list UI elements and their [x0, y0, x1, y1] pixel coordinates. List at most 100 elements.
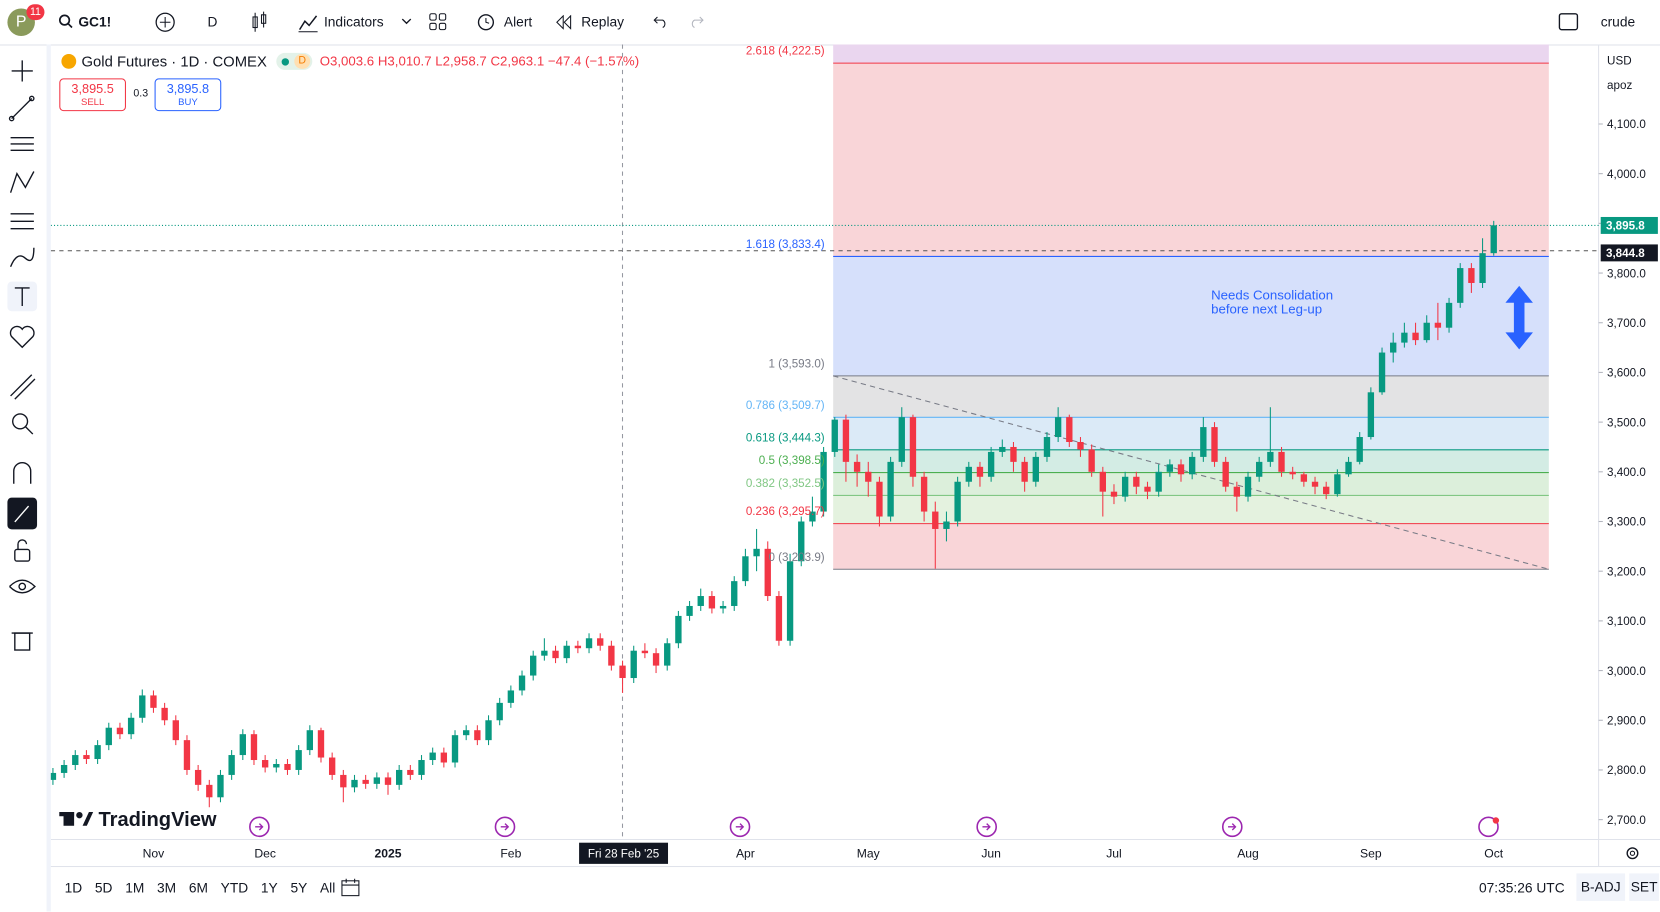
candle-body — [865, 471, 872, 482]
range-button[interactable]: 6M — [188, 879, 208, 896]
last-price-label-bg — [1600, 216, 1658, 234]
x-tick-label: Aug — [1237, 847, 1259, 861]
indicators-button[interactable]: Indicators — [323, 13, 384, 30]
candle-body — [719, 605, 727, 609]
replay-button[interactable]: Replay — [581, 13, 625, 30]
goto-date-button[interactable] — [340, 877, 361, 898]
event-marker — [976, 816, 998, 838]
candle-body — [1032, 456, 1039, 482]
adjustment-button[interactable]: B-ADJ — [1576, 873, 1626, 901]
candle-body — [1457, 268, 1464, 303]
y-tick-label: 2,900.0 — [1607, 715, 1646, 728]
y-tick-label: 3,200.0 — [1607, 565, 1646, 578]
range-button[interactable]: 5D — [94, 879, 113, 896]
currency-selector[interactable]: USD — [1607, 55, 1632, 68]
replay-icon — [556, 14, 572, 30]
redo-button[interactable] — [689, 14, 706, 29]
candle-body — [295, 750, 302, 770]
candle-body — [72, 755, 79, 765]
range-button[interactable]: All — [319, 879, 336, 896]
candle-body — [351, 779, 358, 788]
session-button[interactable]: SET — [1629, 873, 1659, 901]
range-button[interactable]: 1M — [125, 879, 145, 896]
candle-body — [418, 760, 425, 775]
candle-body — [161, 707, 168, 721]
open-value: O3,003.6 — [319, 53, 375, 69]
sell-button[interactable]: 3,895.5 SELL — [59, 78, 126, 112]
candle-body — [1155, 471, 1162, 492]
buy-label: BUY — [178, 96, 198, 107]
candle-body — [83, 755, 90, 760]
event-marker-arrow — [255, 823, 264, 831]
crosshair-price-label: 3,844.8 — [1606, 247, 1645, 260]
logo-text: TradingView — [98, 809, 216, 831]
candle-body — [306, 730, 313, 751]
range-button[interactable]: 1D — [64, 879, 83, 896]
symbol-search[interactable]: GC1! — [78, 13, 112, 30]
candle-body — [1334, 474, 1341, 495]
event-marker — [494, 816, 516, 838]
candle-body — [1323, 486, 1330, 495]
candle-body — [541, 650, 548, 656]
candle-body — [1412, 332, 1419, 341]
buy-price: 3,895.8 — [166, 81, 210, 97]
candle-body — [1211, 427, 1218, 462]
fib-level-label: 2.618 (4,222.5) — [746, 45, 825, 58]
interval-button[interactable]: D — [207, 13, 218, 30]
event-marker-circle — [729, 816, 751, 838]
x-tick-label: Sep — [1360, 847, 1382, 861]
drawing-tools[interactable] — [6, 55, 38, 658]
candle-body — [250, 734, 258, 761]
range-button[interactable]: 3M — [157, 879, 177, 896]
crosshair-price-label-bg — [1600, 244, 1658, 262]
layouts-button[interactable] — [429, 13, 448, 32]
dropdown-caret[interactable] — [401, 17, 412, 25]
candle-body — [440, 752, 448, 763]
candle-body — [976, 466, 984, 477]
range-button[interactable]: 1Y — [260, 879, 278, 896]
candle-body — [1300, 474, 1308, 482]
candle-body — [1479, 253, 1486, 283]
range-buttons: 1D 5D 1M 3M 6M YTD 1Y 5Y All — [58, 880, 341, 896]
candle-body — [664, 643, 671, 666]
fullscreen-button[interactable] — [1558, 13, 1579, 32]
y-tick-label: 3,400.0 — [1607, 466, 1646, 479]
candle-body — [898, 417, 905, 462]
candle-body — [1088, 449, 1095, 472]
candle-body — [284, 763, 291, 770]
annotation-text: before next Leg-up — [1211, 301, 1322, 316]
event-marker — [249, 816, 270, 838]
alert-button[interactable]: Alert — [503, 13, 533, 30]
candle-body — [328, 757, 336, 775]
chart-type-button[interactable] — [250, 11, 269, 34]
settings-button[interactable] — [1623, 844, 1642, 863]
layout-name[interactable]: crude — [1600, 13, 1636, 30]
candle-body — [999, 446, 1006, 452]
change-value: −47.4 (−1.57%) — [547, 53, 640, 69]
range-button[interactable]: YTD — [220, 879, 249, 896]
candle-body — [183, 740, 191, 770]
low-value: L2,958.7 — [435, 53, 487, 69]
fib-level-label: 0.382 (3,352.5) — [746, 477, 825, 490]
crosshair-date-label: Fri 28 Feb '25 — [588, 848, 659, 861]
logo-mark — [63, 811, 75, 826]
buy-button[interactable]: 3,895.8 BUY — [154, 78, 222, 112]
candle-body — [876, 481, 883, 517]
undo-button[interactable] — [651, 14, 668, 29]
candle-body — [1110, 491, 1118, 497]
close-value: C2,963.1 — [490, 53, 545, 69]
fib-level-label: 0.5 (3,398.5) — [759, 454, 825, 467]
event-marker-circle — [1221, 816, 1243, 838]
sell-label: SELL — [80, 96, 105, 107]
candle-body — [105, 727, 112, 746]
fib-level-label: 1.618 (3,833.4) — [746, 238, 825, 251]
fib-level-label: 0.786 (3,509.7) — [746, 399, 825, 412]
candle-body — [1054, 417, 1062, 438]
compare-button[interactable] — [155, 12, 176, 33]
range-button[interactable]: 5Y — [290, 879, 308, 896]
candle-body — [943, 521, 950, 529]
candle-body — [641, 650, 649, 654]
fib-zone — [833, 417, 1549, 450]
unit-selector[interactable]: apoz — [1607, 79, 1633, 93]
